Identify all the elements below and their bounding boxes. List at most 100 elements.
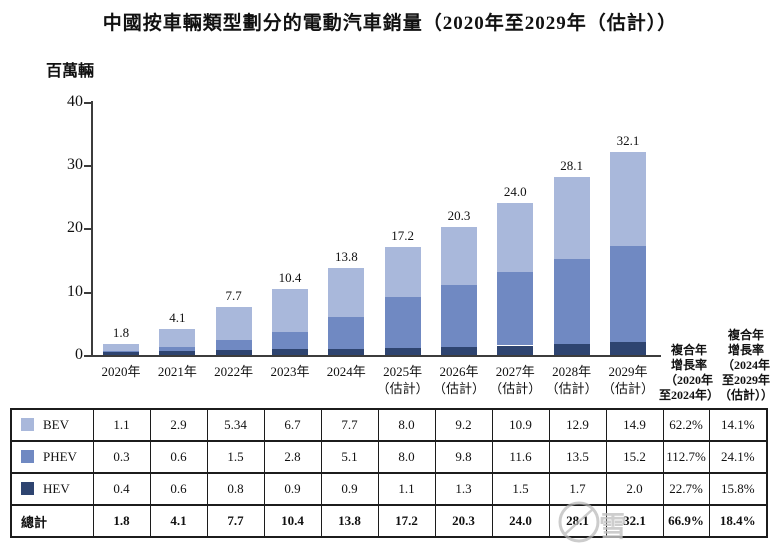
cagr-header-line: （2024年 — [721, 358, 770, 372]
bar-total-label: 17.2 — [391, 227, 415, 243]
table-value-cell: 0.9 — [320, 472, 379, 506]
legend-swatch-phev — [21, 450, 34, 463]
bar-segment-phev — [609, 246, 646, 343]
bar-segment-phev — [440, 284, 477, 347]
y-axis-tick — [84, 228, 91, 231]
table-value-cell: 1.1 — [92, 408, 151, 442]
bar-segment-bev — [553, 177, 590, 259]
data-table: BEV 1.1 2.9 5.34 6.7 7.7 8.0 9.2 10.9 12.9 14.9 62.… — [10, 408, 768, 538]
row-label-cell: HEV — [10, 472, 94, 506]
cagr-header-line: 至2024年） — [658, 388, 719, 402]
x-axis-category-label: 2029年 （估計） — [591, 363, 665, 397]
table-value-cell: 5.34 — [206, 408, 265, 442]
bar-segment-bev — [271, 289, 308, 332]
y-axis-tick — [84, 165, 91, 168]
table-row-phev: PHEV 0.3 0.6 1.5 2.8 5.1 8.0 9.8 11.6 13.5 15.2 112… — [10, 440, 768, 474]
bar-segment-phev — [384, 297, 421, 349]
row-label-cell: PHEV — [10, 440, 94, 474]
x-axis-category-label: 2023年 — [270, 364, 310, 379]
bar-segment-hev — [497, 345, 534, 355]
table-value-cell: 28.1 — [548, 504, 607, 538]
table-row-hev: HEV 0.4 0.6 0.8 0.9 0.9 1.1 1.3 1.5 1.7 2.0 22.7% 15… — [10, 472, 768, 506]
bar-segment-bev — [328, 268, 365, 317]
table-value-cell: 112.7% — [662, 440, 710, 474]
bar-segment-hev — [553, 344, 590, 355]
table-value-cell: 8.0 — [377, 440, 436, 474]
table-value-cell: 10.9 — [491, 408, 550, 442]
x-axis-category-sublabel: （估計） — [601, 381, 654, 396]
y-axis-tick-label: 0 — [75, 346, 83, 363]
x-axis-category-sublabel: （估計） — [376, 381, 429, 396]
table-value-cell: 13.5 — [548, 440, 607, 474]
table-row-總計: 總計 1.8 4.1 7.7 10.4 13.8 17.2 20.3 24.0 28.1 32.1 6… — [10, 504, 768, 538]
cagr-header-line: （2020年 — [664, 373, 713, 387]
table-value-cell: 9.2 — [434, 408, 493, 442]
table-value-cell: 24.1% — [708, 440, 768, 474]
table-value-cell: 62.2% — [662, 408, 710, 442]
row-label: 總計 — [21, 514, 48, 530]
y-axis-tick — [84, 355, 91, 357]
bar-segment-bev — [215, 306, 252, 341]
table-value-cell: 1.5 — [206, 440, 265, 474]
table-value-cell: 14.1% — [708, 408, 768, 442]
x-axis-category-label: 2020年 — [101, 364, 141, 379]
table-value-cell: 10.4 — [263, 504, 322, 538]
cagr-header-line: 複合年 — [727, 328, 764, 342]
row-label: HEV — [43, 481, 70, 496]
bar-segment-bev — [159, 329, 196, 348]
bar-segment-hev — [384, 348, 421, 355]
x-axis-category-label: 2027年 （估計） — [478, 363, 552, 397]
y-axis-tick-label: 30 — [67, 156, 83, 174]
bar-segment-hev — [271, 349, 308, 355]
cagr-header-line: 增長率 — [670, 358, 707, 372]
x-axis-category-label: 2028年 （估計） — [535, 363, 609, 397]
x-axis-category-sublabel: （估計） — [489, 381, 542, 396]
table-value-cell: 2.8 — [263, 440, 322, 474]
bar-segment-hev — [440, 346, 477, 355]
x-axis-category-sublabel: （估計） — [432, 381, 485, 396]
table-value-cell: 4.1 — [149, 504, 208, 538]
cagr-header-line: （估計）） — [718, 388, 773, 402]
bar-segment-phev — [159, 347, 196, 352]
table-value-cell: 9.8 — [434, 440, 493, 474]
bar-segment-hev — [103, 352, 139, 355]
bar-segment-phev — [497, 272, 534, 346]
bar-segment-hev — [328, 349, 365, 355]
chart-title: 中國按車輛類型劃分的電動汽車銷量（2020年至2029年（估計）） — [102, 13, 678, 34]
bar-segment-bev — [440, 226, 477, 285]
table-value-cell: 2.9 — [149, 408, 208, 442]
table-value-cell: 2.0 — [605, 472, 664, 506]
y-axis-tick — [84, 101, 91, 104]
row-label-cell: 總計 — [10, 504, 94, 538]
bar-total-label: 7.7 — [225, 287, 242, 303]
bar-segment-phev — [103, 350, 139, 353]
bar-segment-phev — [328, 317, 365, 350]
bar-total-label: 10.4 — [278, 270, 302, 286]
legend-swatch-hev — [21, 482, 34, 495]
x-axis-category-label: 2026年 （估計） — [422, 363, 496, 397]
bar-segment-phev — [553, 258, 590, 345]
table-value-cell: 32.1 — [605, 504, 664, 538]
y-axis-line — [91, 101, 93, 357]
bar-segment-bev — [497, 203, 534, 273]
table-value-cell: 14.9 — [605, 408, 664, 442]
y-axis-tick-label: 40 — [67, 92, 83, 110]
bar-total-label: 32.1 — [616, 132, 640, 148]
table-value-cell: 1.5 — [491, 472, 550, 506]
bar-total-label: 4.1 — [169, 310, 186, 326]
table-value-cell: 11.6 — [491, 440, 550, 474]
bar-segment-hev — [159, 351, 196, 355]
table-value-cell: 0.6 — [149, 472, 208, 506]
bar-segment-bev — [384, 246, 421, 298]
bar-total-label: 28.1 — [560, 158, 583, 174]
bar-segment-bev — [103, 343, 139, 351]
cagr-header-line: 複合年 — [670, 343, 707, 357]
y-axis-tick-label: 10 — [67, 282, 83, 300]
bar-segment-hev — [609, 342, 646, 355]
table-value-cell: 1.3 — [434, 472, 493, 506]
table-value-cell: 12.9 — [548, 408, 607, 442]
table-value-cell: 0.9 — [263, 472, 322, 506]
bar-total-label: 24.0 — [503, 184, 527, 200]
table-row-bev: BEV 1.1 2.9 5.34 6.7 7.7 8.0 9.2 10.9 12.9 14.9 62.… — [10, 408, 768, 442]
